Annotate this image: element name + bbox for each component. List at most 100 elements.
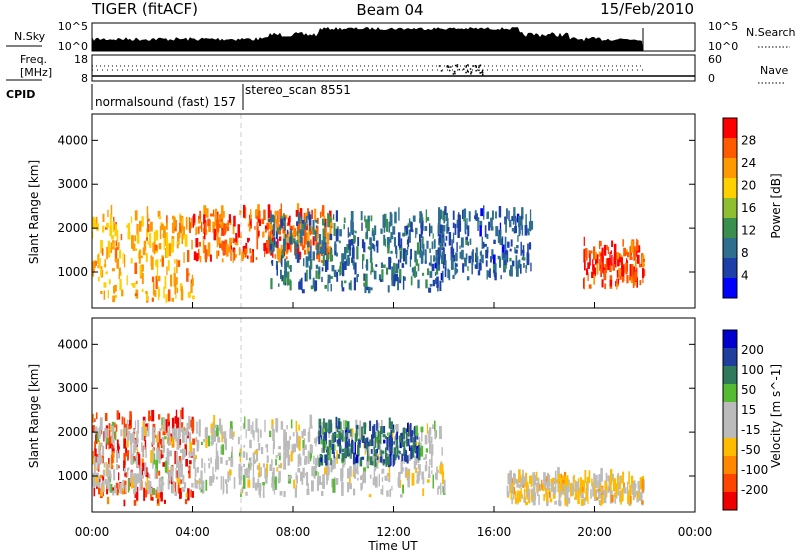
echo-cell bbox=[283, 451, 287, 459]
echo-cell bbox=[333, 223, 336, 236]
echo-cell bbox=[628, 471, 630, 485]
nsearch-axis-top: 10^5 bbox=[708, 20, 738, 33]
echo-cell bbox=[111, 425, 114, 435]
colorbar-step bbox=[723, 138, 737, 159]
echo-cell bbox=[177, 480, 180, 494]
echo-cell bbox=[232, 251, 234, 263]
echo-cell bbox=[180, 479, 182, 484]
echo-cell bbox=[327, 213, 331, 228]
echo-cell bbox=[187, 291, 191, 297]
echo-cell bbox=[350, 448, 352, 459]
echo-cell bbox=[95, 428, 98, 441]
echo-cell bbox=[94, 218, 96, 228]
echo-cell bbox=[182, 448, 184, 460]
colorbar-step bbox=[723, 366, 737, 385]
velocity-y-axis-label: Slant Range [km] bbox=[27, 364, 41, 468]
echo-cell bbox=[394, 455, 397, 459]
echo-cell bbox=[597, 480, 600, 490]
echo-cell bbox=[139, 477, 142, 491]
echo-cell bbox=[167, 289, 171, 302]
echo-cell bbox=[193, 448, 196, 457]
echo-cell bbox=[258, 210, 261, 219]
echo-cell bbox=[537, 477, 540, 492]
echo-cell bbox=[151, 276, 155, 283]
echo-cell bbox=[270, 278, 273, 290]
echo-cell bbox=[428, 430, 431, 443]
echo-cell bbox=[125, 472, 128, 478]
nave-burst-mark bbox=[454, 72, 456, 75]
echo-cell bbox=[220, 205, 224, 220]
echo-cell bbox=[177, 231, 181, 238]
echo-cell bbox=[159, 451, 163, 456]
echo-cell bbox=[393, 441, 395, 445]
echo-cell bbox=[171, 417, 175, 432]
echo-cell bbox=[183, 449, 186, 458]
echo-cell bbox=[275, 459, 277, 466]
echo-cell bbox=[324, 432, 327, 445]
echo-cell bbox=[244, 249, 247, 258]
echo-cell bbox=[430, 225, 433, 234]
echo-cell bbox=[300, 216, 303, 221]
echo-cell bbox=[215, 443, 218, 454]
echo-cell bbox=[554, 490, 556, 495]
echo-cell bbox=[252, 464, 255, 477]
echo-cell bbox=[146, 472, 149, 478]
echo-cell bbox=[431, 444, 434, 455]
echo-cell bbox=[414, 250, 417, 263]
echo-cell bbox=[164, 275, 167, 289]
echo-cell bbox=[530, 262, 532, 272]
echo-cell bbox=[191, 491, 194, 498]
echo-cell bbox=[119, 249, 122, 259]
echo-cell bbox=[118, 412, 121, 420]
echo-cell bbox=[226, 226, 230, 231]
echo-cell bbox=[254, 450, 258, 455]
echo-cell bbox=[506, 485, 509, 493]
nave-burst-mark bbox=[452, 73, 455, 75]
echo-cell bbox=[469, 238, 472, 245]
echo-cell bbox=[247, 419, 251, 431]
echo-cell bbox=[332, 464, 335, 470]
echo-cell bbox=[131, 435, 135, 443]
echo-cell bbox=[459, 251, 462, 259]
echo-cell bbox=[590, 489, 592, 499]
echo-cell bbox=[558, 493, 561, 506]
echo-cell bbox=[591, 271, 594, 278]
echo-cell bbox=[395, 273, 398, 282]
echo-cell bbox=[388, 435, 392, 444]
echo-cell bbox=[443, 479, 446, 494]
echo-cell bbox=[317, 243, 320, 255]
echo-cell bbox=[143, 487, 146, 501]
echo-cell bbox=[96, 432, 100, 443]
echo-cell bbox=[212, 477, 215, 483]
echo-cell bbox=[507, 476, 510, 484]
echo-cell bbox=[134, 293, 138, 296]
echo-cell bbox=[121, 416, 124, 425]
echo-cell bbox=[210, 423, 212, 434]
echo-cell bbox=[513, 228, 516, 234]
echo-cell bbox=[577, 487, 581, 493]
echo-cell bbox=[95, 260, 97, 266]
echo-cell bbox=[105, 271, 108, 275]
echo-cell bbox=[621, 265, 625, 277]
echo-cell bbox=[200, 470, 203, 483]
echo-cell bbox=[327, 467, 330, 476]
echo-cell bbox=[152, 461, 154, 469]
echo-cell bbox=[150, 481, 152, 493]
echo-cell bbox=[333, 451, 335, 459]
echo-cell bbox=[270, 249, 273, 254]
echo-cell bbox=[118, 452, 120, 459]
echo-cell bbox=[126, 467, 129, 477]
echo-cell bbox=[176, 477, 180, 483]
echo-cell bbox=[191, 416, 194, 421]
echo-cell bbox=[350, 220, 354, 233]
echo-cell bbox=[275, 455, 278, 459]
echo-cell bbox=[385, 447, 387, 460]
echo-cell bbox=[168, 431, 171, 446]
echo-cell bbox=[514, 217, 517, 222]
echo-cell bbox=[163, 286, 165, 299]
echo-cell bbox=[521, 224, 524, 236]
echo-cell bbox=[603, 244, 607, 256]
echo-cell bbox=[227, 471, 230, 483]
echo-cell bbox=[146, 206, 149, 220]
echo-cell bbox=[164, 430, 167, 436]
